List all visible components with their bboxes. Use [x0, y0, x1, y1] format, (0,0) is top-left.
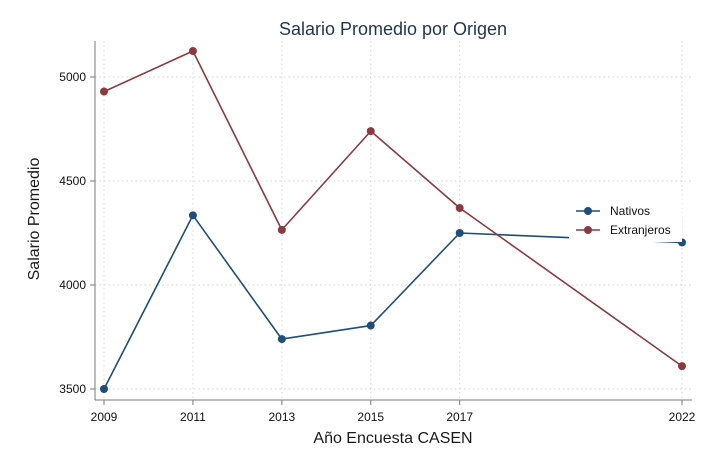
- legend-box: [569, 198, 682, 242]
- series-layer: [100, 47, 686, 393]
- data-point-extranjeros: [100, 87, 108, 96]
- data-point-extranjeros: [366, 127, 375, 136]
- y-axis-label: Salario Promedio: [26, 158, 43, 281]
- data-point-extranjeros: [277, 225, 286, 234]
- x-axis-label: Año Encuesta CASEN: [313, 430, 472, 447]
- y-tick-label: 4000: [59, 278, 86, 292]
- data-point-extranjeros: [188, 47, 197, 55]
- data-point-nativos: [100, 385, 108, 393]
- y-tick-label: 3500: [59, 382, 86, 396]
- y-tick-label: 5000: [59, 70, 86, 84]
- chart-title: Salario Promedio por Origen: [279, 19, 507, 39]
- data-point-nativos: [188, 211, 197, 220]
- legend-marker-extranjeros: [584, 226, 592, 234]
- legend: Nativos Extranjeros: [569, 198, 682, 242]
- axes-layer: 3500 4000 4500 5000 2009 2011 2013 2015 2017 2022: [59, 41, 696, 424]
- grid-layer: [95, 41, 692, 400]
- x-tick-label: 2009: [91, 410, 118, 424]
- y-tick-label: 4500: [59, 174, 86, 188]
- x-tick-label: 2022: [669, 410, 696, 424]
- x-tick-label: 2017: [446, 410, 473, 424]
- data-point-nativos: [366, 321, 375, 330]
- data-point-extranjeros: [678, 362, 686, 371]
- x-tick-label: 2011: [180, 410, 206, 424]
- legend-marker-nativos: [584, 207, 592, 215]
- legend-label-extranjeros: Extranjeros: [610, 223, 671, 237]
- series-line-extranjeros: [103, 50, 683, 367]
- x-tick-label: 2015: [357, 410, 384, 424]
- legend-label-nativos: Nativos: [610, 204, 650, 218]
- data-point-extranjeros: [455, 204, 464, 213]
- data-point-nativos: [455, 229, 464, 237]
- x-tick-label: 2013: [268, 410, 295, 424]
- data-point-nativos: [277, 335, 286, 344]
